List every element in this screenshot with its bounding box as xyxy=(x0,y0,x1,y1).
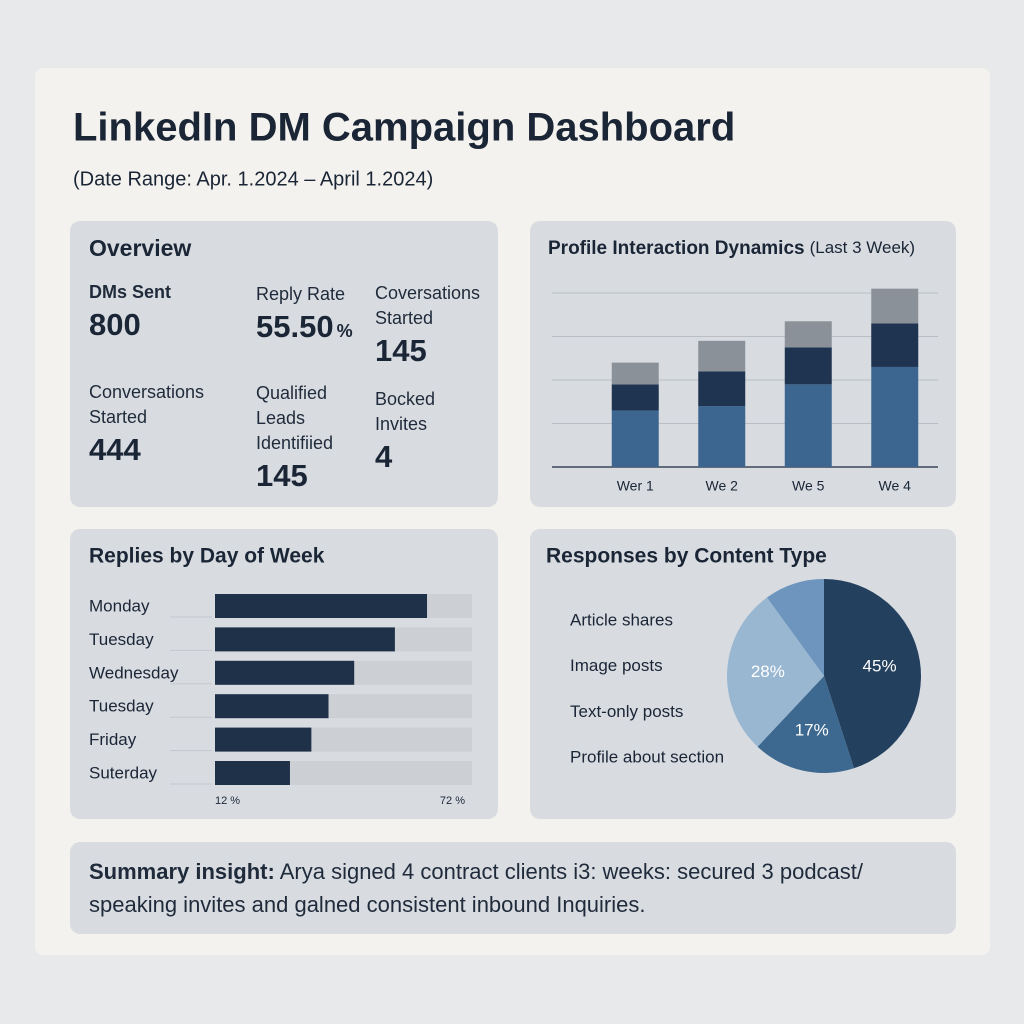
metric-value: 444 xyxy=(89,430,239,470)
bar xyxy=(215,660,355,685)
metric-value: 800 xyxy=(89,305,239,345)
metric-unit: % xyxy=(336,321,353,341)
y-tick-label: Wednesday xyxy=(89,663,179,682)
metric: Conversations Started 444 xyxy=(89,380,239,470)
bar-segment xyxy=(698,371,746,407)
bar-segment xyxy=(611,410,659,467)
category-label: Profile about section xyxy=(570,748,724,767)
metric-number: 444 xyxy=(89,432,141,467)
panel xyxy=(70,221,498,507)
metric-label: Bocked Invites xyxy=(375,389,436,434)
y-tick-label: Tuesday xyxy=(89,697,154,716)
summary-text: Arya signed 4 contract clients i3: weeks… xyxy=(89,859,864,917)
category-label: Article shares xyxy=(570,610,673,629)
metric: Coversations Started 145 xyxy=(375,281,493,371)
x-tick-label: We 2 xyxy=(706,478,739,494)
bar-segment xyxy=(611,362,659,385)
metric-number: 55.50 xyxy=(256,309,334,344)
summary-label: Summary insight: xyxy=(89,859,275,884)
y-tick-label: Monday xyxy=(89,596,150,615)
bar xyxy=(215,594,428,618)
bar-segment xyxy=(698,340,746,372)
panel-title: Overview xyxy=(89,235,191,261)
metric-value: 145 xyxy=(375,331,493,371)
page-subtitle: (Date Range: Apr. 1.2024 – April 1.2024) xyxy=(73,168,433,190)
slice-label: 17% xyxy=(795,720,829,739)
bar-segment xyxy=(871,366,919,467)
category-label: Text-only posts xyxy=(570,702,683,721)
chart-subtitle: (Last 3 Week) xyxy=(810,238,916,257)
metric: Reply Rate 55.50% xyxy=(256,282,366,351)
pie-slice xyxy=(824,579,922,769)
metric: DMs Sent 800 xyxy=(89,280,239,345)
metric-label: DMs Sent xyxy=(89,282,172,302)
bar-segment xyxy=(784,347,832,385)
pie-slice xyxy=(726,597,824,747)
bar xyxy=(215,761,290,785)
pie-slice xyxy=(757,676,854,774)
page-title: LinkedIn DM Campaign Dashboard xyxy=(73,106,735,150)
y-tick-label: Suterday xyxy=(89,763,158,782)
metric-label: Conversations Started xyxy=(89,382,205,427)
metric: Qualified Leads Identifiied 145 xyxy=(256,381,356,496)
x-tick-label: 72 % xyxy=(440,795,465,807)
bar xyxy=(215,627,395,652)
summary: Summary insight: Arya signed 4 contract … xyxy=(89,855,939,921)
chart-title-main: Profile Interaction Dynamics xyxy=(548,238,805,259)
chart-title: Replies by Day of Week xyxy=(89,545,325,568)
bar-segment xyxy=(611,384,659,411)
chart-title: Profile Interaction Dynamics (Last 3 Week… xyxy=(548,238,915,259)
bar-segment xyxy=(784,384,832,467)
metric-label: Reply Rate xyxy=(256,284,346,304)
category-label: Image posts xyxy=(570,656,663,675)
metric-number: 145 xyxy=(256,458,308,493)
metric-value: 55.50% xyxy=(256,307,366,351)
metric-label: Coversations Started xyxy=(375,283,481,328)
metric-value: 145 xyxy=(256,456,356,496)
metric-label: Qualified Leads Identifiied xyxy=(256,383,334,453)
y-tick-label: Friday xyxy=(89,730,137,749)
x-tick-label: We 5 xyxy=(792,478,825,494)
metric-value: 4 xyxy=(375,437,465,477)
bar-segment xyxy=(871,288,919,324)
x-tick-label: We 4 xyxy=(879,478,912,494)
y-tick-label: Tuesday xyxy=(89,630,154,649)
chart-title: Responses by Content Type xyxy=(546,545,827,568)
bar xyxy=(215,727,312,752)
bar-segment xyxy=(784,321,832,348)
metric-number: 4 xyxy=(375,439,393,474)
metric-number: 800 xyxy=(89,307,141,342)
panel xyxy=(70,842,956,934)
bar-segment xyxy=(698,406,746,467)
card xyxy=(35,68,990,955)
slice-label: 45% xyxy=(863,657,897,676)
x-tick-label: Wer 1 xyxy=(617,478,654,494)
pie-slice xyxy=(766,579,824,676)
bar xyxy=(215,694,329,719)
metric: Bocked Invites 4 xyxy=(375,387,465,477)
slice-label: 28% xyxy=(751,662,785,681)
x-tick-label: 12 % xyxy=(215,795,240,807)
bar-segment xyxy=(871,323,919,367)
metric-number: 145 xyxy=(375,333,427,368)
